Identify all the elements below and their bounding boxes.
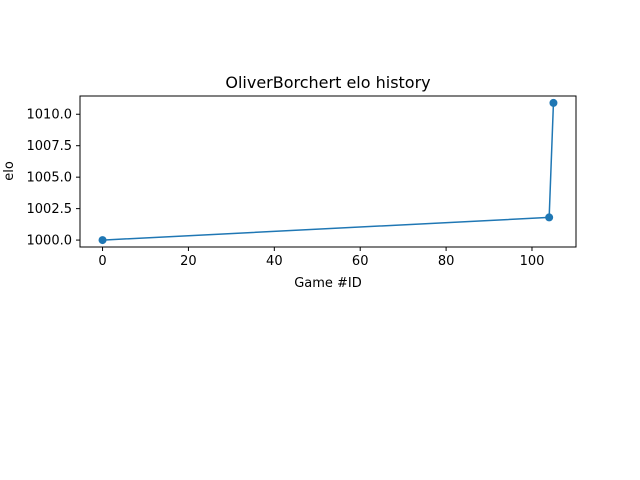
data-point [549,98,558,107]
plot-area: 0 20 40 60 80 100 1000.0 1002.5 1005.0 1007.5 1010… [27,95,577,269]
x-tick-label: 60 [352,254,369,269]
y-tick-label: 1002.5 [27,202,73,217]
y-tick-label: 1010.0 [27,108,73,123]
x-tick-label: 80 [438,254,455,269]
x-tick-label: 0 [98,254,106,269]
y-tick-label: 1000.0 [27,234,73,249]
data-point [545,213,554,222]
chart-title: OliverBorchert elo history [225,73,430,92]
x-tick-label: 20 [180,254,197,269]
y-tick-label: 1005.0 [27,171,73,186]
x-tick-label: 40 [266,254,283,269]
x-axis-label: Game #ID [294,276,362,291]
data-point [98,236,107,245]
y-axis-label: elo [2,161,17,181]
x-tick-label: 100 [520,254,545,269]
axes-frame [79,95,577,248]
y-tick-label: 1007.5 [27,139,73,154]
